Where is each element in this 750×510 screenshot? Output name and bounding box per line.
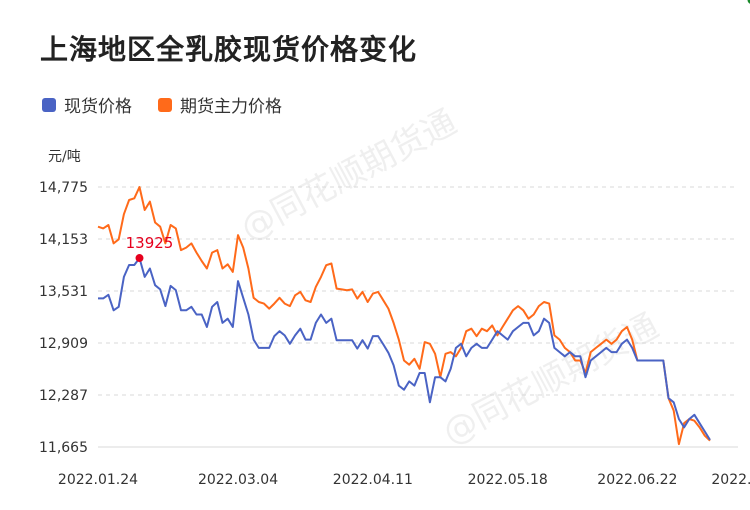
y-axis-unit-label: 元/吨 [48,149,81,165]
min-point-marker [747,0,750,4]
x-tick-label: 2022.06.22 [597,472,677,488]
legend-swatch-futures [158,97,172,112]
min-point-label: 11750 [726,0,750,4]
y-tick-label: 14,153 [39,232,88,248]
y-tick-label: 14,775 [39,180,88,196]
x-tick-label: 2022.04.11 [333,472,413,488]
legend-label-spot: 现货价格 [64,97,132,117]
legend-item-futures[interactable]: 期货主力价格 [158,92,282,117]
max-point-marker [135,254,144,263]
series-line-futures [97,186,711,446]
x-tick-label: 2022.07.22 [711,472,750,488]
x-tick-label: 2022.05.18 [468,472,548,488]
legend: 现货价格 期货主力价格 [42,92,308,117]
series-line-spot [98,257,711,441]
legend-label-futures: 期货主力价格 [180,97,282,117]
chart-title: 上海地区全乳胶现货价格变化 [40,33,418,66]
y-tick-label: 12,287 [39,388,88,404]
legend-item-spot[interactable]: 现货价格 [42,92,132,117]
y-tick-label: 13,531 [39,284,88,300]
y-tick-label: 11,665 [39,440,88,456]
y-tick-label: 12,909 [39,336,88,352]
x-tick-label: 2022.01.24 [58,472,138,488]
max-point-label: 13925 [126,234,174,252]
x-tick-label: 2022.03.04 [198,472,278,488]
legend-swatch-spot [42,97,56,112]
